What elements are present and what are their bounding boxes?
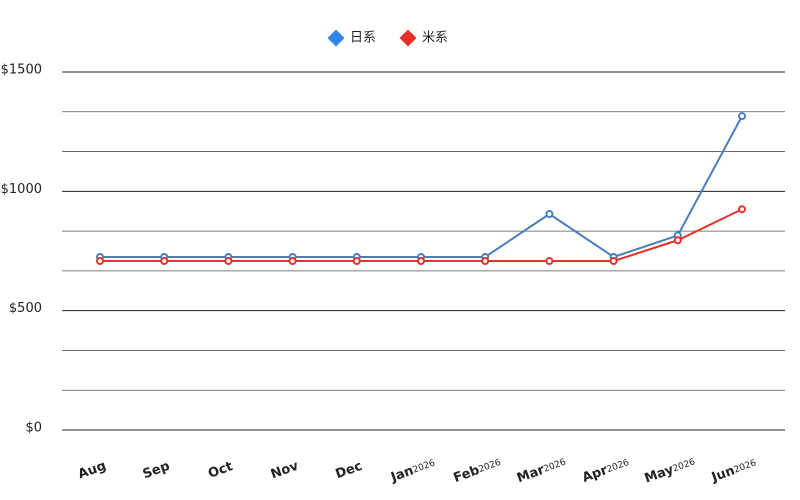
point xyxy=(288,257,297,266)
month: Aug xyxy=(76,458,108,482)
legend-marker xyxy=(327,29,345,47)
month: Oct xyxy=(206,459,235,482)
y-tick-label: $0 xyxy=(25,421,42,436)
x-tick-label: Nov xyxy=(269,458,301,482)
x-tick-label: Mar2026 xyxy=(515,454,568,486)
x-tick-label: Jan2026 xyxy=(388,455,437,485)
x-tick-label: May2026 xyxy=(642,454,697,486)
legend-label: 米系 xyxy=(422,31,448,46)
year: 2026 xyxy=(733,458,758,475)
point xyxy=(545,257,554,266)
point xyxy=(673,236,682,245)
month: Nov xyxy=(269,458,301,482)
month: Sep xyxy=(141,458,172,482)
x-tick-label: Jun2026 xyxy=(709,455,759,485)
point xyxy=(738,112,746,121)
x-tick-label: Dec xyxy=(333,458,364,481)
year: 2026 xyxy=(411,458,436,475)
point xyxy=(96,257,104,266)
x-tick-label: Sep xyxy=(141,458,172,482)
point xyxy=(738,205,746,214)
x-tick-label: Aug xyxy=(76,458,108,482)
y-tick-label: $500 xyxy=(9,301,42,316)
y-tick-label: $1000 xyxy=(1,182,42,197)
x-tick-label: Oct xyxy=(206,459,235,482)
series-line xyxy=(100,115,743,259)
point xyxy=(481,257,490,266)
x-tick-label: Apr2026 xyxy=(580,455,631,486)
point xyxy=(545,210,554,219)
point xyxy=(417,257,425,266)
legend-marker xyxy=(399,29,417,47)
year: 2026 xyxy=(542,457,567,474)
point xyxy=(352,257,361,266)
year: 2026 xyxy=(605,457,630,474)
year: 2026 xyxy=(671,457,696,474)
point xyxy=(160,257,169,266)
point xyxy=(609,257,618,266)
month: Dec xyxy=(333,458,364,481)
year: 2026 xyxy=(477,457,502,474)
point xyxy=(224,257,233,266)
x-tick-label: Feb2026 xyxy=(451,454,503,485)
y-tick-label: $1500 xyxy=(1,63,42,78)
legend-label: 日系 xyxy=(350,31,376,46)
